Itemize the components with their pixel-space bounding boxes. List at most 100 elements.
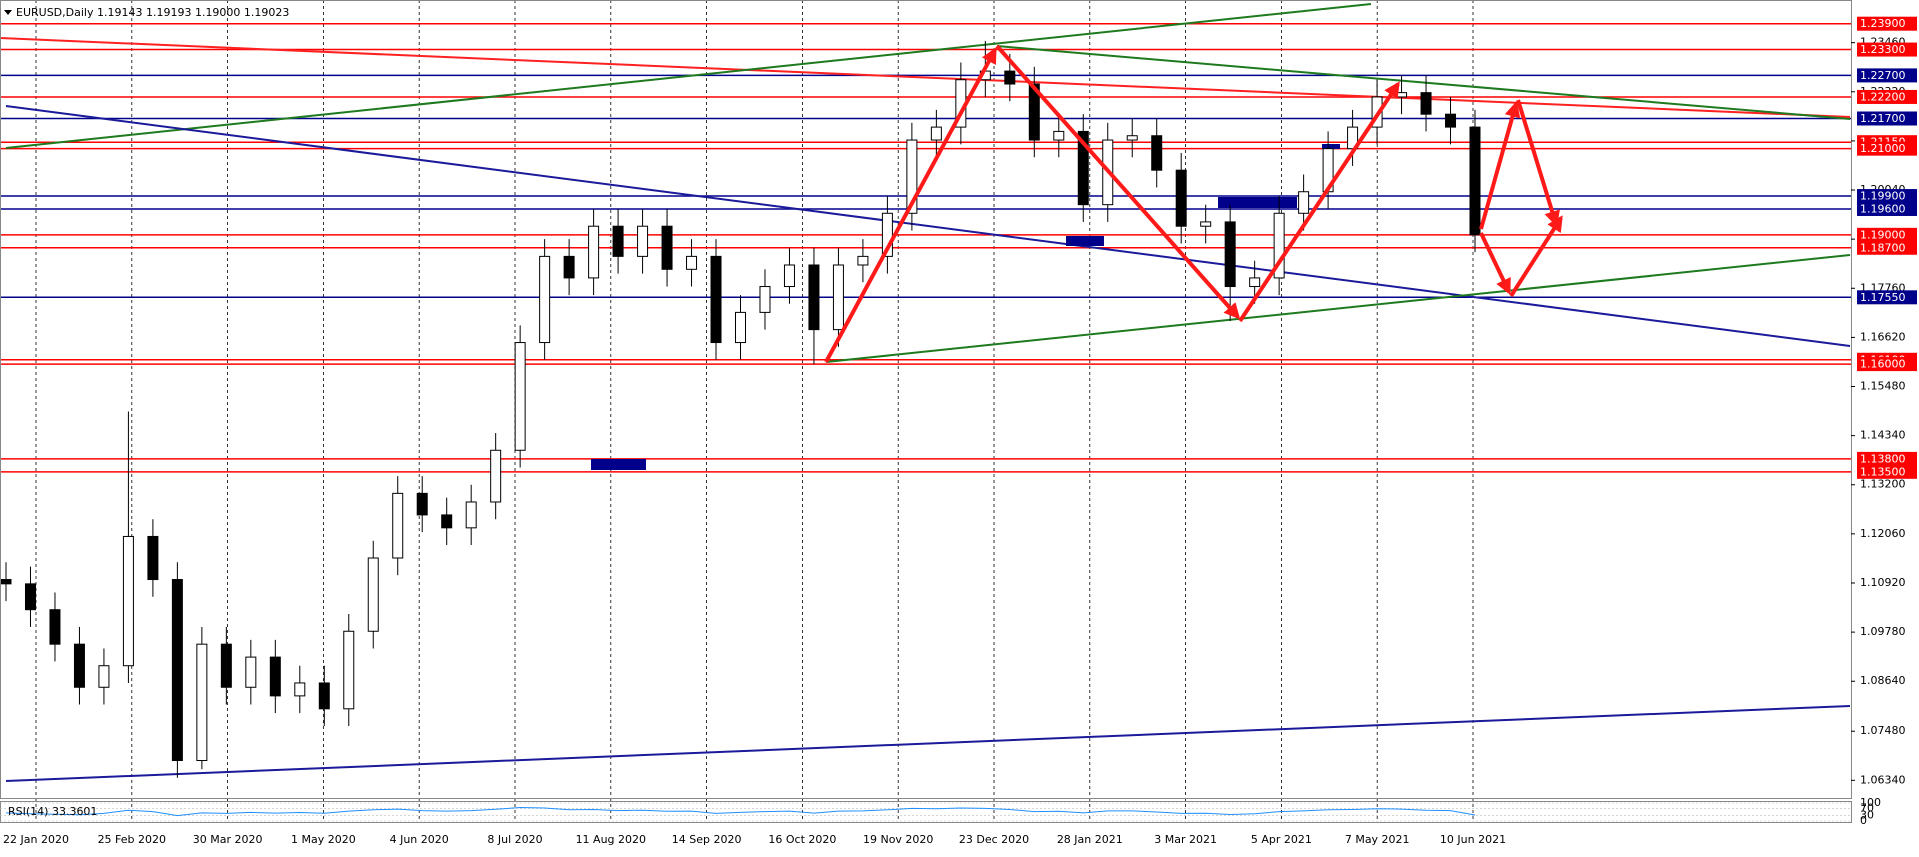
- candle-body: [416, 492, 428, 516]
- arrow: [1509, 215, 1563, 298]
- candle-body: [1053, 130, 1065, 141]
- zone: [1066, 236, 1104, 246]
- level-label: 1.22200: [1860, 90, 1906, 103]
- plot-frame: [0, 0, 1852, 799]
- zone: [591, 459, 646, 470]
- y-tick-label: 1.15480: [1860, 380, 1906, 393]
- rsi-frame: [0, 801, 1852, 823]
- level-label-box: [1857, 89, 1917, 104]
- candle-body: [1004, 70, 1016, 85]
- candle-body: [147, 535, 159, 581]
- arrow: [1238, 81, 1400, 323]
- level-label: 1.23900: [1860, 17, 1906, 30]
- trend-line: [5, 3, 1372, 149]
- candle-body: [318, 682, 330, 710]
- level-label-box: [1857, 189, 1917, 204]
- x-tick-label: 1 May 2020: [291, 833, 356, 846]
- level-label: 1.19900: [1860, 190, 1906, 203]
- level-label: 1.13500: [1860, 465, 1906, 478]
- level-label-box: [1857, 290, 1917, 305]
- x-tick-label: 5 Apr 2021: [1251, 833, 1312, 846]
- y-tick-label: 1.14340: [1860, 429, 1906, 442]
- level-label-box: [1857, 16, 1917, 31]
- y-tick-label: 1.10920: [1860, 576, 1906, 589]
- candle-body: [220, 643, 232, 688]
- menu-icon[interactable]: [4, 10, 12, 15]
- level-label: 1.19000: [1860, 228, 1906, 241]
- candle-body: [686, 255, 698, 270]
- candle-body: [392, 492, 404, 559]
- candle-body: [1445, 113, 1457, 128]
- x-tick-label: 16 Oct 2020: [768, 833, 836, 846]
- arrow: [1479, 100, 1521, 230]
- candle-body: [343, 630, 355, 710]
- candle-body: [465, 501, 477, 529]
- level-label-box: [1857, 141, 1917, 156]
- candle-body: [1420, 92, 1432, 115]
- trend-line: [5, 705, 1851, 782]
- candle-body: [783, 264, 795, 288]
- level-label-box: [1857, 111, 1917, 126]
- level-label: 1.16000: [1860, 358, 1906, 371]
- level-label: 1.13800: [1860, 452, 1906, 465]
- level-label-box: [1857, 240, 1917, 255]
- candle-body: [588, 225, 600, 279]
- level-label: 1.22700: [1860, 69, 1906, 82]
- candle-body: [1200, 221, 1212, 227]
- price-axis: 1.234601.223201.211801.200401.189001.177…: [1851, 16, 1917, 786]
- level-label: 1.21000: [1860, 142, 1906, 155]
- y-tick-label: 1.13200: [1860, 478, 1906, 491]
- zone: [1322, 144, 1340, 149]
- candles: [0, 40, 1481, 778]
- levels: [0, 22, 1851, 473]
- rsi-tick-label: 0: [1860, 814, 1867, 827]
- candle-body: [808, 264, 820, 331]
- candle-body: [24, 583, 36, 611]
- x-tick-label: 23 Dec 2020: [959, 833, 1029, 846]
- candle-body: [0, 579, 12, 585]
- candle-body: [171, 579, 183, 762]
- arrow: [1516, 99, 1560, 228]
- candle-body: [1249, 277, 1261, 288]
- level-label: 1.21700: [1860, 112, 1906, 125]
- candle-body: [98, 665, 110, 688]
- x-tick-label: 3 Mar 2021: [1154, 833, 1217, 846]
- candle-body: [367, 557, 379, 632]
- candle-body: [490, 449, 502, 503]
- candle-body: [710, 255, 722, 344]
- candle-body: [1175, 169, 1187, 227]
- candle-body: [122, 535, 134, 667]
- level-label-box: [1857, 42, 1917, 57]
- candle-body: [269, 656, 281, 697]
- grid: [35, 0, 1474, 822]
- candle-body: [1077, 130, 1089, 206]
- arrows: [824, 44, 1563, 363]
- candle-body: [1396, 92, 1408, 98]
- trend-line: [825, 254, 1851, 363]
- rsi-line: [5, 806, 1476, 817]
- candle-body: [759, 286, 771, 313]
- candle-body: [637, 225, 649, 257]
- x-tick-label: 19 Nov 2020: [863, 833, 933, 846]
- rsi-tick-label: 30: [1860, 809, 1874, 822]
- candle-body: [294, 682, 306, 697]
- x-tick-label: 14 Sep 2020: [672, 833, 742, 846]
- candle-body: [1151, 135, 1163, 171]
- candle-body: [612, 225, 624, 257]
- candle-body: [1028, 83, 1040, 141]
- y-tick-label: 1.07480: [1860, 724, 1906, 737]
- level-label-box: [1857, 451, 1917, 466]
- candle-body: [441, 514, 453, 529]
- level-label-box: [1857, 464, 1917, 479]
- rsi-tick-label: 100: [1860, 796, 1881, 809]
- zone: [1218, 197, 1297, 208]
- level-label: 1.17550: [1860, 291, 1906, 304]
- x-tick-label: 22 Jan 2020: [3, 833, 69, 846]
- candle-body: [539, 255, 551, 344]
- candle-body: [832, 264, 844, 331]
- x-tick-label: 7 May 2021: [1345, 833, 1410, 846]
- candle-body: [857, 255, 869, 266]
- y-tick-label: 1.08640: [1860, 674, 1906, 687]
